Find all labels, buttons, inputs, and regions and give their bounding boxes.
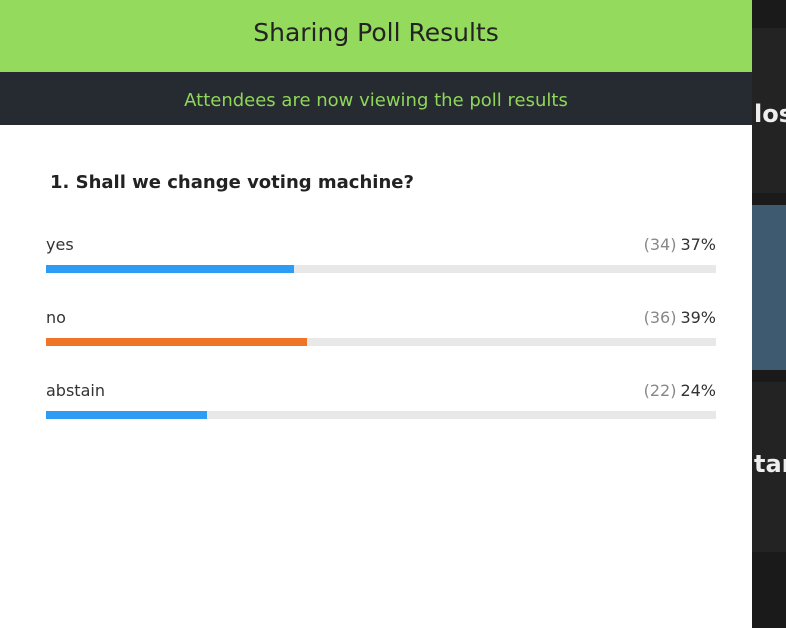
option-row: abstain (22)24% [46,381,716,431]
option-row: no (36)39% [46,308,716,358]
video-strip: los tar [752,0,786,628]
option-label: abstain [46,381,105,400]
vote-percent: 24% [680,381,716,400]
banner: Attendees are now viewing the poll resul… [0,72,752,125]
vote-percent: 37% [680,235,716,254]
option-label: yes [46,235,74,254]
option-result: (36)39% [644,308,716,327]
vote-count: (22) [644,381,677,400]
title: Sharing Poll Results [0,0,752,72]
participant-name: los [754,100,786,128]
option-label: no [46,308,66,327]
vote-percent: 39% [680,308,716,327]
page: los tar Sharing Poll Results Attendees a… [0,0,786,628]
participant-name: tar [754,450,786,478]
bar-track [46,265,716,273]
vote-count: (34) [644,235,677,254]
bar [46,338,307,346]
bar [46,411,207,419]
option-result: (22)24% [644,381,716,400]
bar [46,265,294,273]
question: 1. Shall we change voting machine? [50,172,414,193]
bar-track [46,338,716,346]
option-result: (34)37% [644,235,716,254]
poll-panel: Sharing Poll Results Attendees are now v… [0,0,752,628]
vote-count: (36) [644,308,677,327]
option-row: yes (34)37% [46,235,716,285]
video-tile [752,205,786,370]
bar-track [46,411,716,419]
